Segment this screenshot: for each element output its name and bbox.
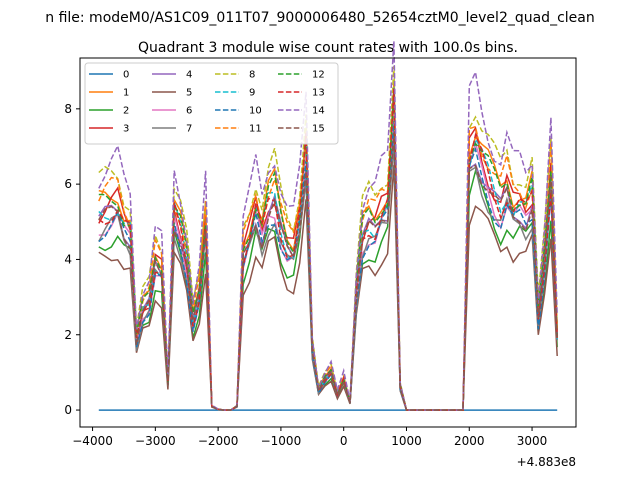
- x-tick-label: 0: [340, 434, 348, 448]
- y-tick-label: 2: [64, 328, 72, 342]
- y-tick-label: 6: [64, 177, 72, 191]
- legend-label-10: 10: [249, 106, 262, 117]
- legend-label-12: 12: [312, 70, 325, 81]
- y-tick-label: 8: [64, 102, 72, 116]
- legend-label-15: 15: [312, 124, 325, 135]
- legend-label-2: 2: [123, 106, 129, 117]
- legend-box: [84, 62, 339, 145]
- series-line-14: [98, 40, 558, 411]
- x-tick-label: 3000: [517, 434, 548, 448]
- x-offset-label: +4.883e8: [517, 455, 576, 469]
- legend-label-11: 11: [249, 124, 262, 135]
- legend-label-4: 4: [186, 70, 192, 81]
- legend-label-5: 5: [186, 88, 192, 99]
- y-tick-label: 0: [64, 403, 72, 417]
- x-tick-label: −3000: [135, 434, 176, 448]
- axes-frame: [79, 57, 577, 428]
- y-tick-label: 4: [64, 252, 72, 266]
- x-tick-label: 1000: [391, 434, 422, 448]
- legend-label-6: 6: [186, 106, 192, 117]
- figure-suptitle: n file: modeM0/AS1C09_011T07_9000006480_…: [45, 10, 594, 26]
- ticks-layer: −4000 −3000 −2000 −1000 0 1000 2000 3000 0 2 4 6 8: [64, 102, 547, 448]
- x-tick-label: −4000: [72, 434, 113, 448]
- legend-label-9: 9: [249, 88, 255, 99]
- series-line-11: [98, 96, 558, 411]
- legend-label-3: 3: [123, 124, 129, 135]
- x-tick-label: −2000: [198, 434, 239, 448]
- series-line-15: [98, 132, 558, 411]
- legend-label-7: 7: [186, 124, 192, 135]
- series-line-10: [98, 120, 558, 411]
- legend-label-1: 1: [123, 88, 129, 99]
- series-line-13: [98, 88, 558, 411]
- series-layer: [98, 40, 558, 411]
- legend-label-13: 13: [312, 88, 325, 99]
- x-tick-label: 2000: [454, 434, 485, 448]
- legend-label-8: 8: [249, 70, 255, 81]
- chart-title: Quadrant 3 module wise count rates with …: [138, 40, 518, 56]
- series-line-5: [98, 164, 558, 411]
- legend-label-14: 14: [312, 106, 325, 117]
- x-tick-label: −1000: [261, 434, 302, 448]
- legend-label-0: 0: [123, 70, 129, 81]
